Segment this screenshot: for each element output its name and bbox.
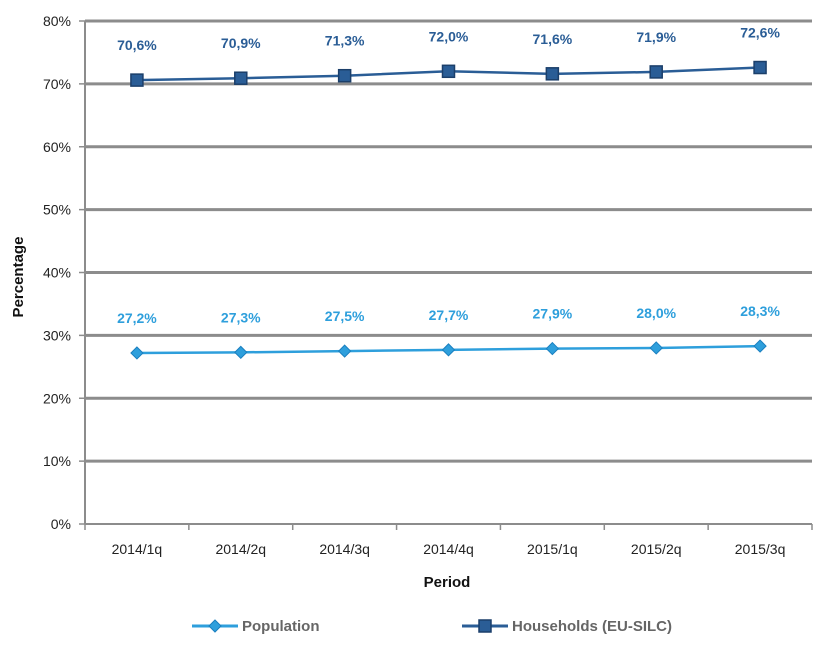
diamond-marker: [753, 339, 767, 353]
diamond-marker: [337, 344, 352, 358]
data-label: 71,6%: [533, 31, 573, 47]
x-tick-label: 2015/1q: [527, 541, 578, 557]
x-tick-label: 2014/4q: [423, 541, 474, 557]
y-tick-label: 30%: [43, 327, 71, 343]
y-tick-label: 70%: [43, 76, 71, 92]
data-label: 28,3%: [740, 303, 780, 319]
square-marker: [649, 65, 663, 79]
legend: Population Households (EU-SILC): [192, 618, 672, 635]
square-marker: [130, 73, 144, 87]
y-tick-label: 60%: [43, 139, 71, 155]
axes: 0% 10% 20% 30% 40% 50% 60% 70% 80% 2014/1q 2014/2q…: [43, 13, 813, 557]
data-label: 72,6%: [740, 25, 780, 41]
diamond-marker: [649, 341, 663, 355]
x-tick-label: 2014/2q: [215, 541, 266, 557]
data-label: 28,0%: [636, 305, 676, 321]
y-tick-label: 50%: [43, 202, 71, 218]
y-tick-label: 40%: [43, 265, 71, 281]
legend-label: Population: [242, 618, 320, 635]
data-label: 27,2%: [117, 310, 157, 326]
y-axis-title: Percentage: [10, 237, 27, 318]
diamond-marker: [234, 345, 248, 360]
square-marker: [545, 67, 560, 81]
data-label: 71,9%: [636, 29, 676, 45]
square-marker: [337, 68, 352, 83]
x-axis-title: Period: [424, 574, 471, 591]
y-tick-label: 0%: [51, 516, 71, 532]
data-label: 27,9%: [533, 306, 573, 322]
diamond-marker: [441, 343, 456, 357]
square-marker: [753, 60, 767, 75]
data-label: 70,9%: [221, 35, 261, 51]
diamond-marker: [545, 341, 560, 356]
data-label: 72,0%: [429, 28, 469, 44]
x-tick-label: 2014/3q: [319, 541, 370, 557]
data-label: 27,3%: [221, 309, 261, 325]
data-label: 27,5%: [325, 308, 365, 324]
x-tick-label: 2015/2q: [631, 541, 682, 557]
y-tick-label: 20%: [43, 390, 71, 406]
data-label: 70,6%: [117, 37, 157, 53]
square-marker: [441, 64, 456, 79]
data-label: 71,3%: [325, 33, 365, 49]
square-marker: [478, 619, 492, 633]
legend-label: Households (EU-SILC): [512, 618, 672, 635]
y-tick-label: 80%: [43, 13, 71, 29]
square-marker: [234, 71, 248, 85]
data-label: 27,7%: [429, 307, 469, 323]
series-lines: [130, 60, 767, 360]
x-tick-label: 2015/3q: [735, 541, 786, 557]
diamond-marker: [130, 346, 144, 360]
x-tick-label: 2014/1q: [112, 541, 163, 557]
diamond-marker: [208, 619, 222, 633]
data-labels: 27,2% 27,3% 27,5% 27,7% 27,9% 28,0% 28,3% 70,6%…: [117, 25, 780, 326]
gridlines: [85, 19, 812, 463]
y-tick-label: 10%: [43, 453, 71, 469]
